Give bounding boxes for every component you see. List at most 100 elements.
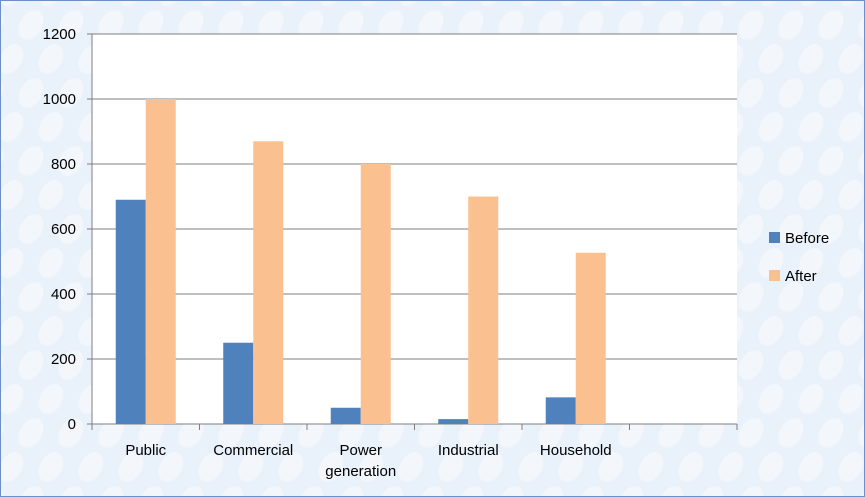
background-dot <box>738 486 764 496</box>
background-dot <box>738 418 764 448</box>
background-dot <box>178 10 204 40</box>
background-dot <box>698 418 724 448</box>
background-dot <box>378 10 404 40</box>
background-dot <box>338 418 364 448</box>
background-dot <box>778 78 804 108</box>
background-dot <box>778 146 804 176</box>
background-dot <box>738 78 764 108</box>
background-dot <box>718 452 744 482</box>
background-dot <box>618 10 644 40</box>
background-dot <box>58 350 84 380</box>
background-dot <box>298 418 324 448</box>
background-dot <box>498 418 524 448</box>
background-dot <box>798 112 824 142</box>
background-dot <box>18 10 44 40</box>
background-dot <box>198 452 224 482</box>
background-dot <box>658 10 684 40</box>
background-dot <box>138 486 164 496</box>
background-dot <box>378 418 404 448</box>
background-dot <box>818 350 844 380</box>
background-dot <box>38 248 64 278</box>
background-dot <box>1 112 24 142</box>
background-dot <box>698 10 724 40</box>
background-dot <box>458 486 484 496</box>
bar-after <box>468 196 499 424</box>
background-dot <box>1 452 24 482</box>
background-dot <box>118 452 144 482</box>
background-dot <box>758 112 784 142</box>
background-dot <box>838 180 864 210</box>
background-dot <box>218 486 244 496</box>
background-dot <box>778 418 804 448</box>
background-dot <box>58 78 84 108</box>
background-dot <box>798 316 824 346</box>
background-dot <box>138 418 164 448</box>
background-dot <box>98 486 124 496</box>
background-dot <box>758 384 784 414</box>
bar-after <box>575 252 606 424</box>
legend-swatch-before <box>769 232 780 243</box>
background-dot <box>798 452 824 482</box>
background-dot <box>758 180 784 210</box>
background-dot <box>838 44 864 74</box>
background-dot <box>778 10 804 40</box>
background-dot <box>658 486 684 496</box>
background-dot <box>1 248 24 278</box>
background-dot <box>698 486 724 496</box>
background-dot <box>18 78 44 108</box>
background-dot <box>498 486 524 496</box>
background-dot <box>778 214 804 244</box>
background-dot <box>818 214 844 244</box>
legend-swatch-after <box>769 270 780 281</box>
background-dot <box>298 10 324 40</box>
background-dot <box>58 282 84 312</box>
background-dot <box>538 486 564 496</box>
background-dot <box>58 146 84 176</box>
background-dot <box>618 486 644 496</box>
background-dot <box>258 10 284 40</box>
background-dot <box>558 452 584 482</box>
background-dot <box>578 486 604 496</box>
background-dot <box>1 316 24 346</box>
background-dot <box>158 452 184 482</box>
y-tick-label: 200 <box>51 351 76 368</box>
background-dot <box>638 452 664 482</box>
background-dot <box>318 452 344 482</box>
background-dot <box>58 418 84 448</box>
background-dot <box>538 418 564 448</box>
background-dot <box>818 282 844 312</box>
background-dot <box>798 180 824 210</box>
background-dot <box>418 486 444 496</box>
background-dot <box>758 452 784 482</box>
background-dot <box>598 452 624 482</box>
background-dot <box>618 418 644 448</box>
background-dot <box>838 384 864 414</box>
x-tick-label: Household <box>540 442 612 459</box>
background-dot <box>1 180 24 210</box>
background-dot <box>1 44 24 74</box>
background-dot <box>18 214 44 244</box>
background-dot <box>778 282 804 312</box>
background-dot <box>18 282 44 312</box>
y-tick-label: 600 <box>51 221 76 238</box>
background-dot <box>38 112 64 142</box>
background-dot <box>138 10 164 40</box>
bar-before <box>545 397 576 424</box>
background-dot <box>578 418 604 448</box>
background-dot <box>338 10 364 40</box>
background-dot <box>818 10 844 40</box>
background-dot <box>778 350 804 380</box>
y-tick-label: 0 <box>68 416 76 433</box>
background-dot <box>738 350 764 380</box>
background-dot <box>18 350 44 380</box>
x-tick-label: Power generation <box>325 442 396 480</box>
y-tick-label: 1200 <box>43 26 76 43</box>
background-dot <box>218 418 244 448</box>
background-dot <box>238 452 264 482</box>
background-dot <box>818 146 844 176</box>
legend-label-after: After <box>785 268 817 285</box>
background-dot <box>838 248 864 278</box>
background-dot <box>418 10 444 40</box>
